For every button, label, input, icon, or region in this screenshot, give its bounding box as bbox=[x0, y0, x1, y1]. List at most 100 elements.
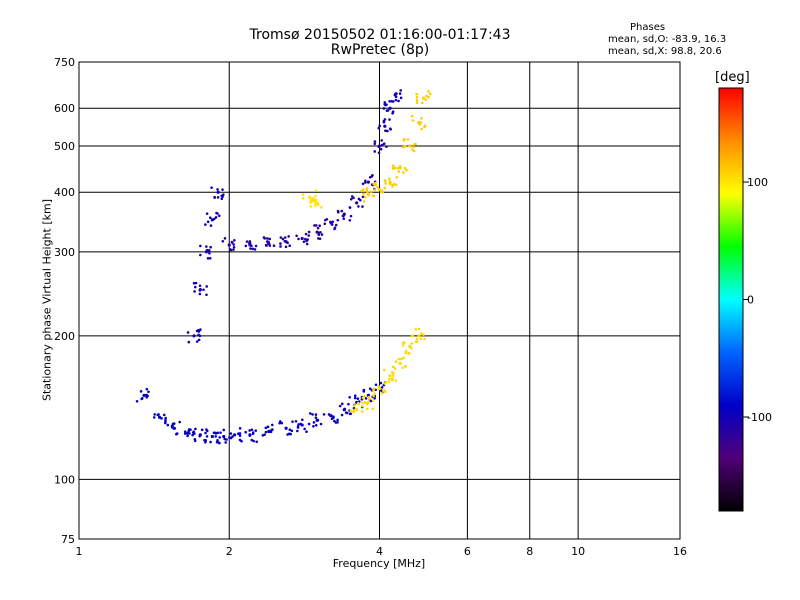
data-point-cloud bbox=[314, 413, 318, 416]
data-point-cloud bbox=[388, 118, 391, 121]
data-point-cloud bbox=[423, 124, 427, 128]
data-point-cloud bbox=[424, 98, 428, 102]
data-point-cloud bbox=[382, 107, 386, 110]
data-point-cloud bbox=[382, 388, 386, 392]
data-point-cloud bbox=[392, 182, 396, 186]
data-point-cloud bbox=[145, 393, 148, 397]
data-point-cloud bbox=[400, 357, 403, 361]
data-point-cloud bbox=[314, 194, 317, 198]
data-point-cloud bbox=[361, 401, 364, 405]
data-point-cloud bbox=[209, 216, 212, 220]
data-point-cloud bbox=[356, 401, 360, 405]
data-point-cloud bbox=[296, 429, 299, 433]
data-point-cloud bbox=[336, 421, 339, 424]
data-point-cloud bbox=[308, 412, 312, 415]
data-point-cloud bbox=[323, 222, 327, 226]
data-point-cloud bbox=[386, 109, 390, 112]
data-point bbox=[222, 434, 226, 439]
data-point-cloud bbox=[349, 409, 353, 412]
data-point-cloud bbox=[415, 340, 419, 343]
data-point-cloud bbox=[253, 248, 257, 251]
data-point-cloud bbox=[230, 241, 234, 244]
data-point bbox=[142, 393, 146, 398]
data-point-cloud bbox=[225, 438, 228, 441]
data-point-cloud bbox=[244, 430, 247, 434]
data-point-cloud bbox=[199, 244, 202, 248]
data-point-cloud bbox=[422, 333, 425, 337]
title: Tromsø 20150502 01:16:00-01:17:43 bbox=[249, 27, 511, 43]
y-tick-label: 300 bbox=[54, 246, 75, 259]
data-point-cloud bbox=[383, 186, 387, 190]
data-point-cloud bbox=[373, 396, 376, 400]
data-point-cloud bbox=[369, 399, 373, 403]
data-point-cloud bbox=[231, 435, 234, 438]
data-point-cloud bbox=[378, 124, 381, 128]
data-point-cloud bbox=[379, 381, 383, 385]
data-point-cloud bbox=[248, 434, 252, 437]
data-point bbox=[417, 334, 421, 338]
data-point-cloud bbox=[320, 233, 324, 236]
data-point-cloud bbox=[205, 435, 209, 438]
data-point bbox=[366, 193, 370, 197]
data-point-cloud bbox=[299, 422, 303, 426]
data-point-cloud bbox=[414, 328, 418, 331]
data-point-cloud bbox=[170, 425, 174, 429]
data-point-cloud bbox=[391, 166, 395, 170]
data-point-cloud bbox=[248, 240, 252, 243]
data-point-cloud bbox=[419, 121, 423, 124]
data-point-cloud bbox=[384, 182, 387, 185]
data-point-cloud bbox=[213, 196, 216, 199]
data-point-cloud bbox=[232, 243, 235, 246]
data-point-cloud bbox=[398, 164, 402, 168]
data-point-cloud bbox=[363, 394, 367, 398]
data-point-cloud bbox=[313, 224, 316, 227]
colorbar-tick-label: 0 bbox=[747, 294, 754, 307]
data-point-cloud bbox=[208, 251, 211, 255]
data-point-cloud bbox=[175, 432, 178, 436]
data-point-cloud bbox=[412, 149, 416, 153]
data-point-cloud bbox=[397, 357, 401, 361]
data-point-cloud bbox=[191, 433, 194, 437]
data-point-cloud bbox=[139, 390, 143, 393]
data-point-cloud bbox=[286, 241, 289, 245]
data-point-cloud bbox=[401, 145, 405, 149]
data-point-cloud bbox=[415, 101, 419, 105]
data-point-cloud bbox=[209, 440, 212, 444]
data-point-cloud bbox=[283, 236, 287, 239]
data-point-cloud bbox=[399, 89, 402, 92]
data-point-cloud bbox=[280, 421, 284, 425]
data-point-cloud bbox=[402, 341, 406, 345]
data-point-cloud bbox=[222, 428, 226, 432]
data-point-cloud bbox=[307, 234, 311, 237]
data-point-cloud bbox=[238, 427, 242, 430]
data-point-cloud bbox=[372, 387, 376, 390]
data-point-cloud bbox=[305, 242, 309, 246]
data-point-cloud bbox=[395, 175, 398, 179]
data-point-cloud bbox=[361, 182, 365, 186]
x-tick-label: 4 bbox=[376, 545, 383, 558]
data-point-cloud bbox=[301, 196, 305, 200]
data-point-cloud bbox=[342, 217, 346, 221]
data-point-cloud bbox=[188, 432, 191, 435]
data-point-cloud bbox=[349, 214, 353, 218]
data-point-cloud bbox=[348, 206, 352, 209]
data-point-cloud bbox=[385, 145, 388, 148]
y-tick-label: 200 bbox=[54, 330, 75, 343]
data-point-cloud bbox=[353, 394, 357, 398]
data-point-cloud bbox=[398, 92, 402, 95]
data-point-cloud bbox=[198, 292, 202, 296]
data-point-cloud bbox=[333, 226, 337, 229]
data-point-cloud bbox=[309, 205, 313, 208]
data-point-cloud bbox=[343, 407, 347, 411]
data-point-cloud bbox=[279, 236, 283, 239]
data-point-cloud bbox=[314, 416, 318, 420]
stat-o: mean, sd,O: -83.9, 16.3 bbox=[608, 34, 727, 45]
data-point-cloud bbox=[353, 396, 357, 400]
data-point-cloud bbox=[322, 413, 326, 416]
data-point-cloud bbox=[217, 441, 220, 444]
data-point bbox=[300, 236, 304, 241]
data-point bbox=[284, 426, 288, 430]
data-point-cloud bbox=[377, 385, 381, 388]
data-point-cloud bbox=[329, 220, 332, 224]
x-ticks: 1 2 4 6 8 10 16 bbox=[76, 545, 688, 558]
